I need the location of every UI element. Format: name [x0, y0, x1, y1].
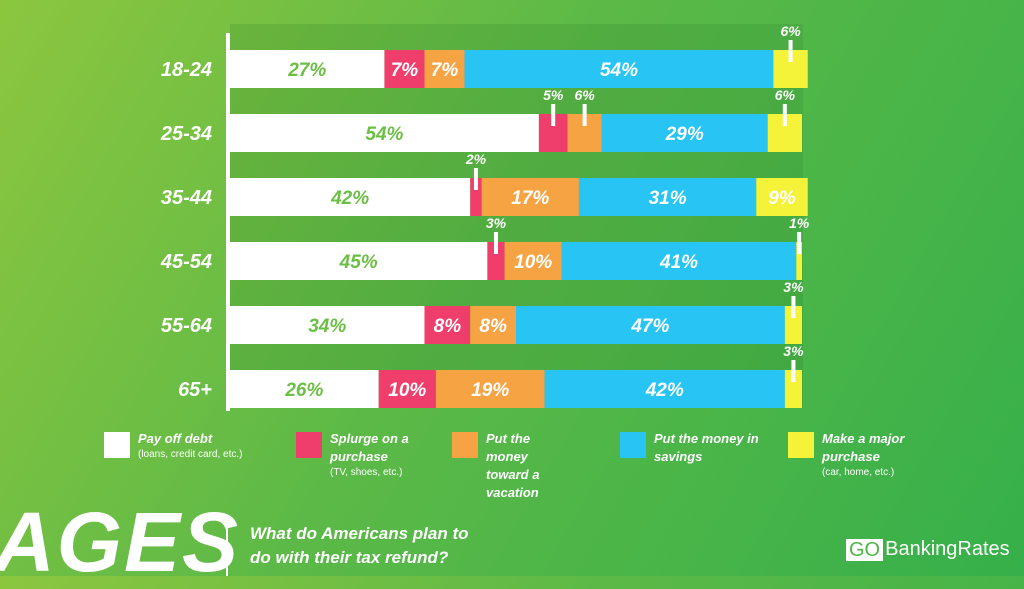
bar-segment — [784, 370, 802, 408]
legend-item-vacation: Put the money toward a vacation — [452, 430, 582, 502]
legend-sublabel: (loans, credit card, etc.) — [138, 449, 243, 460]
data-label: 9% — [768, 188, 796, 209]
label-tick — [493, 232, 498, 254]
label-tick — [582, 104, 587, 126]
bar-segment — [578, 178, 757, 216]
data-label: 8% — [479, 316, 507, 337]
legend-item-major-purchase: Make a major purchase (car, home, etc.) — [788, 430, 938, 480]
legend-sublabel: (car, home, etc.) — [822, 467, 895, 478]
legend-swatch — [452, 432, 478, 458]
data-label: 54% — [365, 124, 403, 145]
data-label: 45% — [339, 252, 378, 273]
label-tick — [791, 296, 796, 318]
data-label: 54% — [600, 60, 638, 81]
data-label: 2% — [465, 151, 487, 167]
bar-segment — [756, 178, 808, 216]
data-label: 6% — [575, 87, 596, 103]
footer-divider — [226, 518, 228, 576]
data-label: 29% — [665, 124, 704, 145]
bar-segment — [464, 50, 774, 88]
category-label: 25-34 — [160, 123, 212, 145]
data-label: 42% — [645, 380, 684, 401]
data-label: 10% — [388, 380, 426, 401]
data-label: 7% — [391, 60, 419, 81]
data-label: 1% — [789, 215, 810, 231]
legend-item-pay-off-debt: Pay off debt (loans, credit card, etc.) — [104, 430, 284, 462]
data-label: 19% — [471, 380, 509, 401]
data-label: 41% — [659, 252, 698, 273]
data-label: 7% — [431, 60, 459, 81]
bar-segment — [601, 114, 768, 152]
legend-swatch — [788, 432, 814, 458]
bar-segment — [784, 306, 802, 344]
bar-segment — [230, 306, 425, 344]
legend-item-savings: Put the money in savings — [620, 430, 770, 466]
legend-label: Put the money toward a vacation — [486, 431, 540, 500]
bar-segment — [504, 242, 562, 280]
bar-segment — [230, 114, 539, 152]
legend-swatch — [296, 432, 322, 458]
bar-segment — [487, 242, 505, 280]
legend-label: Make a major purchase — [822, 431, 905, 464]
gobankingrates-logo: GO BankingRates — [846, 538, 1010, 561]
bar-segment — [470, 178, 482, 216]
category-label: 18-24 — [161, 59, 212, 81]
data-label: 26% — [284, 380, 323, 401]
bar-segment — [384, 50, 425, 88]
data-label: 27% — [287, 60, 326, 81]
logo-text: BankingRates — [885, 538, 1010, 560]
bar-segment — [230, 50, 385, 88]
bar-segment — [481, 178, 579, 216]
logo-go: GO — [846, 538, 884, 561]
data-label: 8% — [434, 316, 462, 337]
data-label: 3% — [783, 343, 804, 359]
legend-label: Pay off debt — [138, 431, 213, 446]
ages-heading: AGES — [0, 495, 241, 589]
data-label: 3% — [783, 279, 804, 295]
legend-swatch — [620, 432, 646, 458]
bar-segment — [424, 306, 471, 344]
data-label: 31% — [649, 188, 687, 209]
legend-item-splurge: Splurge on a purchase (TV, shoes, etc.) — [296, 430, 426, 480]
bar-segment — [230, 242, 488, 280]
label-tick — [791, 360, 796, 382]
chart-question: What do Americans plan to do with their t… — [250, 522, 469, 570]
category-label: 35-44 — [161, 187, 212, 209]
bar-segment — [424, 50, 465, 88]
stacked-bar-chart: 18-24 27% 7% 7% 54%6%25-34 54%5% 6%29%6%35-44 4… — [160, 23, 810, 411]
category-label: 65+ — [178, 379, 212, 401]
label-tick — [551, 104, 556, 126]
category-label: 45-54 — [160, 251, 212, 273]
data-label: 6% — [780, 23, 801, 39]
data-label: 5% — [543, 87, 564, 103]
category-label: 55-64 — [161, 315, 212, 337]
y-axis-line — [226, 33, 230, 411]
label-tick — [782, 104, 787, 126]
bar-segment — [470, 306, 516, 344]
legend-label: Splurge on a purchase — [330, 431, 409, 464]
bar-segment — [230, 370, 379, 408]
bar-segment — [561, 242, 797, 280]
data-label: 42% — [330, 188, 369, 209]
bar-segment — [516, 306, 785, 344]
data-label: 17% — [511, 188, 549, 209]
legend-sublabel: (TV, shoes, etc.) — [330, 467, 403, 478]
bar-segment — [230, 178, 471, 216]
data-label: 10% — [514, 252, 552, 273]
bar-segment — [796, 242, 802, 280]
question-line-2: do with their tax refund? — [250, 548, 449, 567]
label-tick — [797, 232, 802, 254]
legend-swatch — [104, 432, 130, 458]
label-tick — [788, 40, 793, 62]
data-label: 47% — [630, 316, 669, 337]
data-label: 6% — [775, 87, 796, 103]
data-label: 3% — [486, 215, 507, 231]
bar-segment — [378, 370, 436, 408]
data-label: 34% — [308, 316, 346, 337]
question-line-1: What do Americans plan to — [250, 524, 469, 543]
legend-label: Put the money in savings — [654, 431, 759, 464]
label-tick — [473, 168, 478, 190]
bar-segment — [435, 370, 545, 408]
bar-segment — [544, 370, 785, 408]
